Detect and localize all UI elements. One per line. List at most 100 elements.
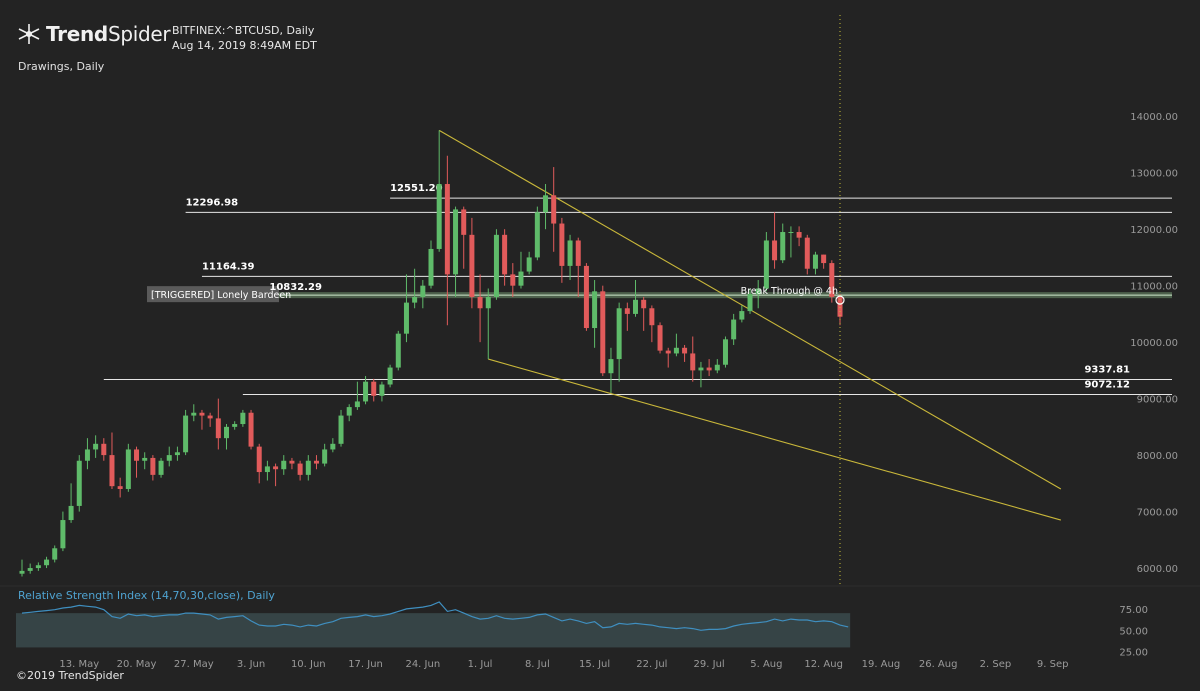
- time-axis-tick-label: 15. Jul: [579, 659, 610, 670]
- candle: [142, 452, 148, 470]
- candle-body: [322, 449, 328, 464]
- rsi-axis-tick-label: 50.00: [1119, 626, 1148, 637]
- trendline-2: [488, 358, 1062, 521]
- rsi-line: [21, 601, 849, 631]
- candle-body: [27, 568, 33, 571]
- candle-body: [804, 237, 810, 269]
- candle: [821, 254, 827, 269]
- price-axis-tick-label: 12000.00: [1130, 225, 1178, 236]
- candle: [812, 251, 818, 275]
- time-axis-tick-label: 24. Jun: [405, 659, 440, 670]
- candle-body: [371, 381, 377, 396]
- candle: [232, 421, 238, 430]
- candle: [575, 237, 581, 297]
- price-level-12551.20: 12551.20: [390, 183, 1172, 199]
- time-axis-tick-label: 1. Jul: [468, 659, 493, 670]
- candle: [199, 409, 205, 430]
- candle: [68, 483, 74, 523]
- candle-body: [158, 460, 164, 475]
- chart-timestamp: Aug 14, 2019 8:49AM EDT: [172, 39, 317, 52]
- candle: [117, 477, 123, 498]
- candle-body: [649, 308, 655, 326]
- candle-body: [698, 367, 704, 371]
- candle: [60, 511, 66, 552]
- candle-body: [68, 505, 74, 521]
- candle-body: [780, 232, 786, 261]
- candle: [772, 212, 778, 269]
- symbol-name: BITFINEX:^BTCUSD, Daily: [172, 24, 315, 37]
- candle-body: [673, 347, 679, 354]
- level-value-label: 11164.39: [202, 261, 255, 272]
- candle: [633, 280, 638, 317]
- drawings-label: Drawings, Daily: [18, 60, 105, 73]
- symbol-info: BITFINEX:^BTCUSD, Daily Aug 14, 2019 8:4…: [172, 23, 317, 53]
- candle: [583, 263, 589, 331]
- candle-body: [592, 291, 598, 329]
- candle-body: [559, 223, 565, 266]
- time-axis-tick-label: 27. May: [174, 659, 214, 670]
- time-axis-tick-label: 26. Aug: [919, 659, 958, 670]
- candle-body: [551, 195, 557, 224]
- time-axis-tick-label: 22. Jul: [636, 659, 667, 670]
- candle: [755, 280, 761, 309]
- candle: [428, 240, 434, 289]
- level-value-label: 9337.81: [1084, 365, 1130, 376]
- time-axis-tick-label: 5. Aug: [750, 659, 782, 670]
- price-axis-tick-label: 8000.00: [1137, 451, 1178, 462]
- candle-body: [191, 412, 197, 416]
- level-value-label: 12551.20: [390, 183, 443, 194]
- candle: [616, 302, 622, 382]
- breakthrough-annotation: Break Through @ 4h: [741, 286, 838, 297]
- candle: [780, 223, 786, 264]
- candle: [731, 313, 737, 345]
- candle-body: [502, 234, 508, 275]
- level-value-label: 9072.12: [1084, 380, 1130, 391]
- candle: [76, 455, 82, 512]
- candle: [183, 409, 189, 456]
- candle-body: [395, 333, 401, 368]
- candle: [722, 336, 728, 368]
- candle-body: [199, 412, 205, 416]
- candle: [453, 206, 459, 297]
- candle: [567, 234, 573, 281]
- candle-body: [714, 364, 720, 371]
- candle: [649, 305, 655, 343]
- candle-body: [821, 254, 827, 264]
- candle: [624, 302, 630, 331]
- candle-body: [240, 412, 246, 425]
- rsi-band: [16, 613, 851, 648]
- candle: [207, 412, 213, 427]
- rsi-axis-tick-label: 75.00: [1119, 605, 1148, 616]
- candle-body: [256, 446, 262, 473]
- price-axis-tick-label: 11000.00: [1130, 282, 1178, 293]
- candle-body: [624, 308, 630, 314]
- candle: [518, 251, 524, 289]
- candle-body: [289, 460, 295, 464]
- candle-body: [829, 263, 835, 297]
- candle-body: [363, 381, 369, 402]
- candle: [248, 409, 254, 450]
- candles: [19, 130, 843, 577]
- candle: [297, 460, 303, 481]
- candle-body: [485, 296, 491, 309]
- candle-body: [273, 466, 279, 470]
- candle-body: [264, 466, 270, 473]
- candle: [673, 333, 679, 357]
- time-axis-tick-label: 9. Sep: [1037, 659, 1069, 670]
- time-axis-tick-label: 10. Jun: [291, 659, 326, 670]
- candle: [281, 455, 287, 475]
- candle: [804, 234, 810, 275]
- price-level-12296.98: 12296.98: [185, 197, 1172, 213]
- candle-body: [338, 415, 344, 444]
- candle-body: [722, 339, 728, 365]
- candle: [641, 296, 647, 331]
- candle: [338, 409, 344, 447]
- candle-body: [183, 415, 189, 453]
- candle-body: [755, 288, 761, 295]
- candle-body: [469, 234, 475, 297]
- candle-body: [600, 291, 606, 374]
- candle-body: [543, 195, 549, 213]
- breakthrough-marker: [835, 295, 845, 305]
